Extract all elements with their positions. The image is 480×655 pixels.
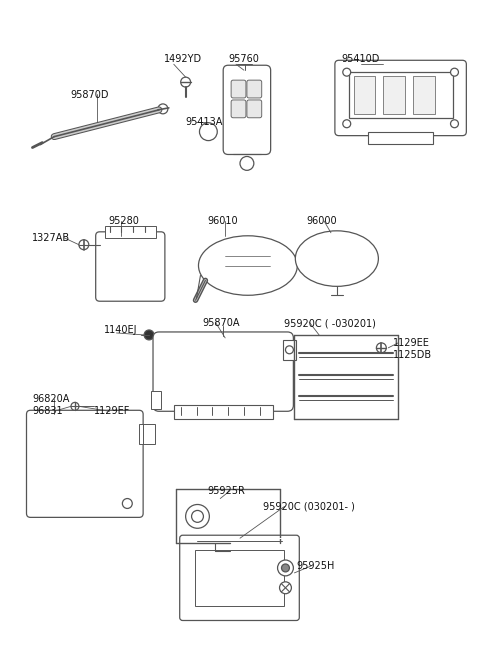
Text: 95920C ( -030201): 95920C ( -030201) — [285, 318, 376, 328]
Circle shape — [180, 77, 191, 87]
Bar — [369, 132, 433, 143]
Circle shape — [240, 157, 254, 170]
Bar — [151, 392, 161, 409]
FancyBboxPatch shape — [247, 100, 262, 118]
Circle shape — [71, 402, 79, 410]
Text: 95410D: 95410D — [342, 54, 380, 64]
Bar — [413, 76, 435, 114]
Bar — [174, 405, 273, 419]
Circle shape — [200, 122, 217, 141]
Bar — [349, 72, 453, 118]
FancyBboxPatch shape — [231, 80, 246, 98]
Circle shape — [144, 330, 154, 340]
Text: 96820A: 96820A — [33, 394, 70, 404]
FancyBboxPatch shape — [26, 410, 143, 517]
Text: 1125DB: 1125DB — [393, 350, 432, 360]
Text: 1129EF: 1129EF — [94, 406, 130, 417]
Bar — [194, 550, 285, 606]
Text: 1327AB: 1327AB — [33, 233, 71, 243]
Text: 95925H: 95925H — [296, 561, 335, 571]
Text: 1129EE: 1129EE — [393, 338, 430, 348]
Circle shape — [286, 346, 293, 354]
Circle shape — [192, 510, 204, 522]
Circle shape — [122, 498, 132, 508]
Bar — [283, 340, 296, 360]
Circle shape — [281, 564, 289, 572]
Text: 95870A: 95870A — [203, 318, 240, 328]
FancyBboxPatch shape — [231, 100, 246, 118]
Circle shape — [451, 68, 458, 76]
Text: 96000: 96000 — [306, 216, 337, 226]
Circle shape — [277, 560, 293, 576]
Circle shape — [343, 68, 351, 76]
Text: 95280: 95280 — [108, 216, 139, 226]
Text: 95760: 95760 — [228, 54, 259, 64]
FancyBboxPatch shape — [180, 535, 300, 620]
Text: 96010: 96010 — [207, 216, 238, 226]
Text: 95920C (030201- ): 95920C (030201- ) — [263, 502, 355, 512]
Circle shape — [343, 120, 351, 128]
Bar — [354, 76, 375, 114]
Bar — [105, 226, 156, 238]
Ellipse shape — [199, 236, 297, 295]
Circle shape — [186, 504, 209, 529]
Text: 1140EJ: 1140EJ — [104, 325, 137, 335]
Bar — [384, 76, 405, 114]
Ellipse shape — [295, 231, 378, 286]
Text: 95870D: 95870D — [70, 90, 108, 100]
Text: 96831: 96831 — [33, 406, 63, 417]
Circle shape — [376, 343, 386, 353]
Circle shape — [451, 120, 458, 128]
Circle shape — [158, 104, 168, 114]
Text: 1492YD: 1492YD — [164, 54, 202, 64]
Circle shape — [79, 240, 89, 250]
Text: 95925R: 95925R — [207, 485, 245, 496]
FancyBboxPatch shape — [96, 232, 165, 301]
Circle shape — [279, 582, 291, 593]
FancyBboxPatch shape — [223, 66, 271, 155]
Bar — [139, 424, 155, 444]
FancyBboxPatch shape — [247, 80, 262, 98]
FancyBboxPatch shape — [335, 60, 467, 136]
Text: 95413A: 95413A — [186, 117, 223, 127]
FancyBboxPatch shape — [153, 332, 293, 411]
